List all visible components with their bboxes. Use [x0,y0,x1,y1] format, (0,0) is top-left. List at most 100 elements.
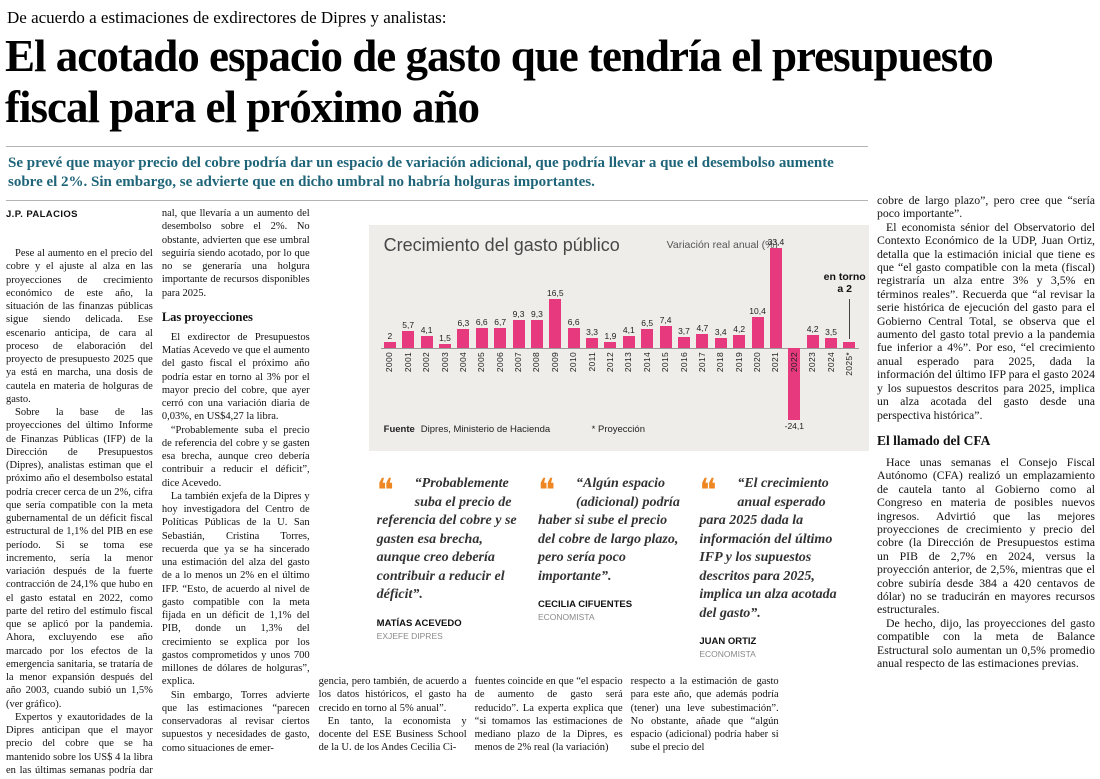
right-column-text-bottom: Hace unas semanas el Consejo Fiscal Autó… [877,454,1095,671]
paragraph: “Probablemente suba el precio de referen… [161,424,310,489]
bar-value-label: 7,4 [659,314,672,325]
year-label: 2003 [439,352,450,373]
year-label: 2015 [660,352,671,373]
bar-value-label: 6,7 [494,316,507,327]
pull-quotes: ❝ “Probablemente suba el precio de refer… [377,475,847,659]
bar-value-label: 1,5 [439,332,451,343]
quote-author-role: ECONOMISTA [537,612,595,622]
bar-value-label: 6,5 [641,317,654,328]
year-label: 2021 [770,352,781,373]
year-label: 2005 [476,352,487,373]
bar [549,298,562,348]
pull-quote-2: ❝ “Algún espacio (adicional) podría habe… [538,475,685,622]
bar [843,342,856,348]
bar-value-label: 3,4 [714,326,727,337]
paragraph: respecto a la estimación de gasto para e… [630,676,779,754]
bar [622,335,635,348]
paragraph: La también exjefa de la Dipres y hoy inv… [161,490,310,688]
bar-value-label: 3,5 [825,326,837,337]
year-label: 2017 [696,352,707,373]
quote-icon: ❝ [537,475,556,503]
bar-value-label: 4,1 [420,324,433,335]
bar [383,342,396,348]
bar-value-label: 3,3 [586,327,598,338]
bar-value-label: 16,5 [547,287,564,298]
year-label: 2020 [752,352,763,373]
paragraph: Pese al aumento en el precio del cobre y… [6,248,153,405]
quote-text: “El crecimiento anual esperado para 2025… [699,476,837,621]
column-1: J.P. PALACIOS Pese al aumento en el prec… [6,207,153,779]
bar [457,329,470,348]
year-label: 2008 [531,352,542,373]
bar-value-label: 6,6 [475,317,488,328]
bar-value-label: 9,3 [531,309,543,320]
pull-quote-1: ❝ “Probablemente suba el precio de refer… [377,475,524,641]
bar-value-label: 2 [387,331,393,341]
paragraph: cobre de largo plazo”, pero cree que “se… [877,193,1095,221]
year-label: 2019 [733,352,744,373]
chart-projection-footnote: * Proyección [591,424,645,435]
bar [788,348,801,421]
bar [420,335,433,348]
right-column: cobre de largo plazo”, pero cree que “se… [877,193,1095,671]
quote-author: CECILIA CIFUENTES [537,599,633,610]
quote-text: “Algún espacio (adicional) podría haber … [537,476,680,584]
chart-source-text: Dipres, Ministerio de Hacienda [420,424,551,435]
paragraph: De hecho, dijo, las proyecciones del gas… [877,615,1095,670]
bar [402,330,415,348]
bar [751,316,764,348]
column-2-text-bottom: El exdirector de Presupuestos Matías Ace… [162,331,310,755]
bar-value-label: 10,4 [749,305,766,316]
chart: Crecimiento del gasto público Variación … [368,225,869,451]
bar [825,337,838,348]
paragraph: Hace unas semanas el Consejo Fiscal Autó… [877,454,1095,617]
year-label: 2006 [494,352,505,373]
byline: J.P. PALACIOS [6,209,78,220]
paragraph: El economista sénior del Observatorio de… [877,219,1095,422]
year-label: 2014 [641,352,652,373]
year-label: 2011 [586,352,597,372]
bar [733,335,746,348]
bar-value-label: 4,2 [806,324,819,335]
bar-value-label: 4,2 [733,324,746,335]
bottom-column-3: respecto a la estimación de gasto para e… [631,675,779,755]
bar [530,320,543,348]
bar-value-label: 6,3 [457,318,470,329]
quote-author-role: EXJEFE DIPRES [376,630,443,641]
bar [604,342,617,348]
chart-plot: 2 2000 5,7 2001 4,1 2002 1,5 2003 6,3 2004 6,6 2005… [381,225,859,451]
deck-box: Se prevé que mayor precio del cobre podr… [6,146,868,201]
year-label: 2013 [623,352,634,373]
quote-author: JUAN ORTIZ [699,636,757,647]
paragraph: En tanto, la economista y docente del ES… [318,715,467,754]
bar-value-label: 5,7 [402,319,415,330]
paragraph: fuentes coincide en que “el espacio de a… [474,676,623,754]
column-1-text: Pese al aumento en el precio del cobre y… [6,247,153,779]
paragraph: Sobre la base de las proyecciones del úl… [6,407,153,710]
quote-author: MATÍAS ACEVEDO [376,617,462,629]
bar-value-label: 4,1 [622,324,635,335]
body-columns: J.P. PALACIOS Pese al aumento en el prec… [6,207,870,779]
bar [769,247,782,348]
bottom-column-2: fuentes coincide en que “el espacio de a… [475,675,623,755]
subhead-el-llamado-del-cfa: El llamado del CFA [877,432,991,448]
bar [806,335,819,348]
year-label: 2024 [825,352,836,373]
year-label: 2010 [568,352,579,373]
headline: El acotado espacio de gasto que tendría … [5,31,994,132]
year-label: 2012 [604,352,615,373]
deck: Se prevé que mayor precio del cobre podr… [8,155,834,190]
bottom-column-1: gencia, pero también, de acuerdo a los d… [319,675,467,755]
bar-value-label: 1,9 [604,331,617,342]
quote-author-role: ECONOMISTA [699,649,756,659]
bar-value-label: 33,4 [767,236,785,247]
middle-column: Crecimiento del gasto público Variación … [319,207,870,755]
paragraph: nal, que llevaría a un aumento del desem… [161,208,310,299]
chart-annotation: en torno a 2 [823,271,866,295]
bar [512,320,525,348]
quote-icon: ❝ [699,475,717,503]
quote-icon: ❝ [376,475,394,503]
year-label: 2023 [807,352,818,373]
chart-baseline [380,348,859,349]
